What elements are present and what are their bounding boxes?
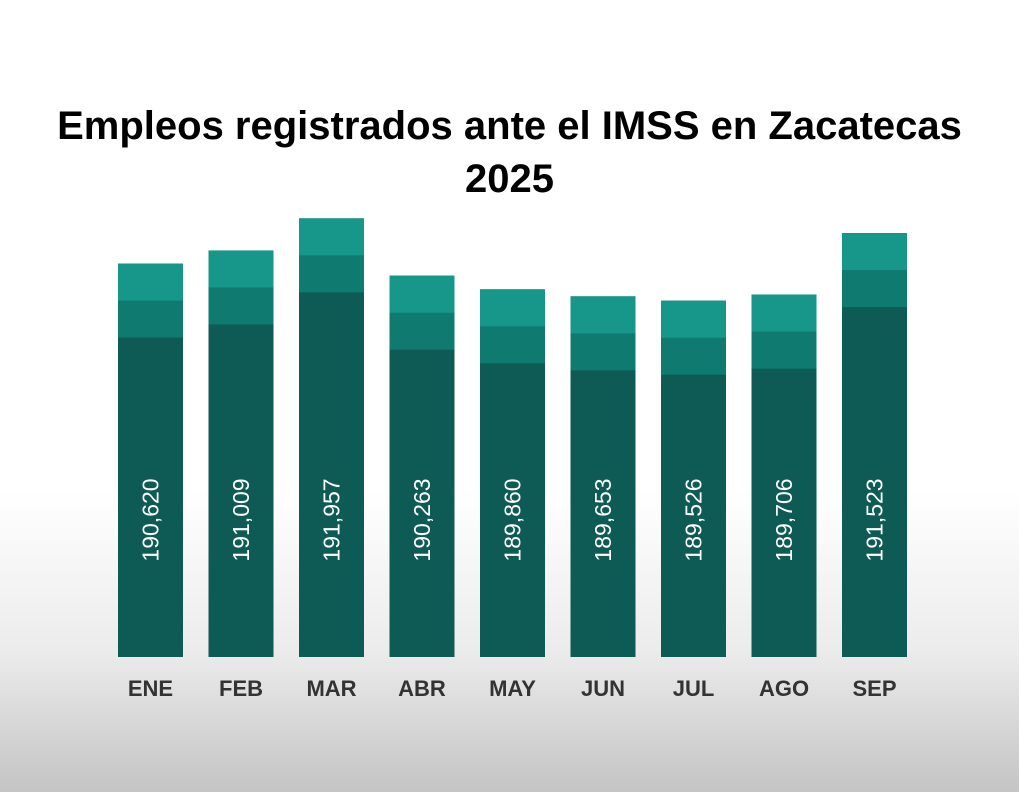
- value-label: 189,860: [500, 478, 526, 561]
- bar-top-band: [842, 233, 907, 271]
- bar-group-mar: 191,957 MAR: [299, 218, 364, 701]
- value-label: 189,653: [590, 478, 616, 561]
- value-label: 191,957: [319, 478, 345, 561]
- value-label: 191,009: [228, 478, 254, 561]
- value-label: 190,620: [138, 478, 164, 561]
- bars-layer: 190,620 ENE 191,009 FEB 191,957 MAR 190,263 ABR…: [118, 218, 907, 701]
- value-label: 189,526: [681, 478, 707, 561]
- chart-title-main: Empleos registrados ante el IMSS en Zaca…: [57, 104, 962, 148]
- bar-top-band: [389, 275, 455, 313]
- category-label: FEB: [219, 676, 263, 701]
- bar-group-abr: 190,263 ABR: [389, 275, 455, 701]
- chart-title: Empleos registrados ante el IMSS en Zaca…: [0, 100, 1019, 206]
- bar-top-band: [299, 218, 364, 256]
- bar-group-ago: 189,706 AGO: [751, 294, 817, 701]
- bar-group-jul: 189,526 JUL: [661, 300, 726, 701]
- bar-top-band: [570, 296, 636, 334]
- bar-top-band: [480, 289, 545, 327]
- chart-title-year: 2025: [465, 157, 554, 201]
- category-label: MAY: [489, 676, 536, 701]
- category-label: SEP: [852, 676, 896, 701]
- value-label: 189,706: [771, 478, 797, 561]
- category-label: ENE: [128, 676, 173, 701]
- category-label: ABR: [398, 676, 446, 701]
- category-label: JUL: [673, 676, 715, 701]
- category-label: JUN: [581, 676, 625, 701]
- value-label: 191,523: [862, 478, 888, 561]
- bar-group-jun: 189,653 JUN: [570, 296, 636, 701]
- bar-top-band: [661, 300, 726, 338]
- category-label: AGO: [759, 676, 809, 701]
- value-label: 190,263: [409, 478, 435, 561]
- category-label: MAR: [306, 676, 356, 701]
- bar-top-band: [118, 263, 183, 301]
- bar-group-feb: 191,009 FEB: [208, 250, 274, 701]
- bar-group-ene: 190,620 ENE: [118, 263, 183, 701]
- bar-group-sep: 191,523 SEP: [842, 233, 907, 701]
- bar-top-band: [751, 294, 817, 332]
- bar-group-may: 189,860 MAY: [480, 289, 545, 701]
- bar-top-band: [208, 250, 274, 288]
